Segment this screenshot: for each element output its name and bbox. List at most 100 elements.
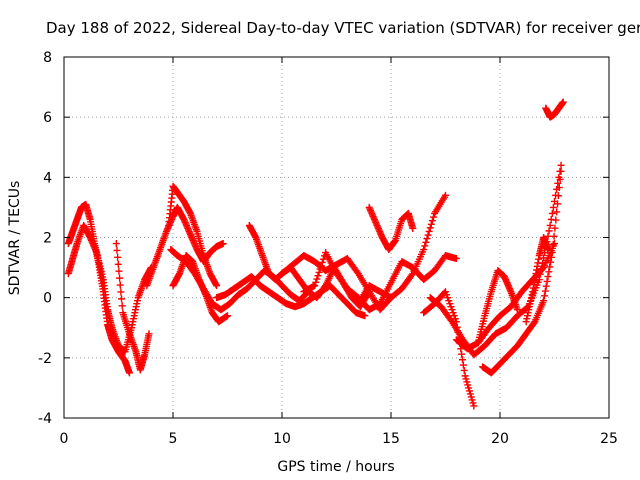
x-tick-label: 0 bbox=[60, 431, 69, 447]
y-tick-label: -4 bbox=[38, 411, 52, 427]
series-trace-05 bbox=[165, 182, 221, 290]
data-point-marker bbox=[540, 292, 548, 300]
chart-title: Day 188 of 2022, Sidereal Day-to-day VTE… bbox=[46, 19, 640, 37]
data-point-marker bbox=[118, 302, 126, 310]
data-point-marker bbox=[544, 273, 552, 281]
data-point-marker bbox=[544, 246, 552, 254]
data-point-marker bbox=[361, 312, 369, 320]
series-trace-18 bbox=[479, 167, 565, 377]
data-point-marker bbox=[313, 275, 321, 283]
data-point-marker bbox=[539, 265, 547, 273]
data-point-marker bbox=[430, 213, 438, 221]
x-tick-label: 10 bbox=[273, 431, 291, 447]
y-tick-label: 6 bbox=[43, 110, 52, 126]
data-point-marker bbox=[114, 260, 122, 268]
data-point-marker bbox=[546, 221, 554, 229]
data-point-marker bbox=[311, 282, 319, 290]
series-trace-12 bbox=[365, 203, 417, 254]
data-point-marker bbox=[547, 258, 555, 266]
data-point-marker bbox=[408, 271, 416, 279]
grid-lines bbox=[64, 57, 609, 418]
x-tick-label: 25 bbox=[600, 431, 618, 447]
data-point-marker bbox=[224, 312, 231, 320]
series-trace-13 bbox=[354, 191, 449, 308]
data-point-marker bbox=[112, 240, 120, 248]
data-point-marker bbox=[460, 366, 468, 374]
data-point-marker bbox=[553, 208, 561, 216]
data-point-marker bbox=[312, 278, 320, 286]
data-point-marker bbox=[535, 276, 543, 284]
axis-ticks bbox=[63, 56, 610, 419]
data-point-marker bbox=[314, 272, 322, 280]
data-point-marker bbox=[459, 361, 467, 369]
data-point-marker bbox=[425, 227, 433, 235]
series-trace-20 bbox=[542, 98, 567, 121]
data-point-marker bbox=[541, 287, 549, 295]
data-point-marker bbox=[422, 238, 430, 246]
series-trace-03 bbox=[112, 240, 153, 374]
data-point-marker bbox=[542, 282, 550, 290]
data-point-marker bbox=[543, 277, 551, 285]
data-point-marker bbox=[145, 330, 153, 338]
tick-labels: 0 5 10 15 20 25 -4 -2 0 2 4 6 8 bbox=[38, 50, 618, 447]
data-point-marker bbox=[554, 200, 562, 208]
data-point-marker bbox=[552, 216, 560, 224]
data-markers bbox=[64, 98, 567, 410]
data-point-marker bbox=[409, 224, 417, 232]
data-point-marker bbox=[556, 175, 564, 183]
data-point-marker bbox=[423, 235, 431, 243]
data-point-marker bbox=[551, 224, 559, 232]
data-point-marker bbox=[550, 232, 558, 240]
data-point-marker bbox=[545, 227, 553, 235]
data-point-marker bbox=[219, 240, 227, 248]
data-point-marker bbox=[442, 191, 449, 199]
data-point-marker bbox=[458, 350, 466, 358]
data-point-marker bbox=[547, 253, 555, 261]
y-tick-label: 0 bbox=[43, 291, 52, 307]
data-point-marker bbox=[554, 192, 562, 200]
data-point-marker bbox=[427, 220, 435, 228]
data-point-marker bbox=[420, 246, 428, 254]
y-tick-label: 8 bbox=[43, 50, 52, 66]
series-trace-19 bbox=[522, 234, 552, 326]
data-point-marker bbox=[559, 98, 567, 106]
data-point-marker bbox=[513, 306, 521, 314]
data-point-marker bbox=[213, 282, 221, 290]
data-point-marker bbox=[555, 184, 563, 192]
data-point-marker bbox=[452, 255, 460, 263]
data-point-marker bbox=[470, 402, 478, 410]
data-point-marker bbox=[546, 263, 554, 271]
data-point-marker bbox=[113, 246, 121, 254]
series-trace-17 bbox=[474, 267, 521, 347]
y-tick-label: 2 bbox=[43, 231, 52, 247]
data-point-marker bbox=[544, 232, 552, 240]
y-tick-label: -2 bbox=[38, 351, 52, 367]
data-point-marker bbox=[554, 179, 562, 187]
data-point-marker bbox=[557, 161, 565, 169]
data-point-marker bbox=[548, 249, 556, 257]
data-point-marker bbox=[545, 268, 553, 276]
data-point-marker bbox=[549, 203, 557, 211]
data-point-marker bbox=[426, 224, 434, 232]
y-tick-label: 4 bbox=[43, 170, 52, 186]
data-point-marker bbox=[424, 231, 432, 239]
x-tick-label: 15 bbox=[382, 431, 400, 447]
data-point-marker bbox=[116, 274, 124, 282]
data-point-marker bbox=[115, 267, 123, 275]
data-point-marker bbox=[459, 356, 467, 364]
data-point-marker bbox=[117, 288, 125, 296]
data-point-marker bbox=[551, 240, 558, 248]
data-point-marker bbox=[316, 265, 324, 273]
data-point-marker bbox=[540, 297, 548, 305]
data-point-marker bbox=[114, 253, 122, 261]
data-point-marker bbox=[548, 209, 556, 217]
data-point-marker bbox=[549, 240, 557, 248]
data-point-marker bbox=[428, 217, 436, 225]
data-point-marker bbox=[116, 281, 124, 289]
series-trace-07 bbox=[169, 252, 231, 326]
data-point-marker bbox=[317, 262, 325, 270]
data-point-marker bbox=[421, 242, 429, 250]
x-tick-label: 5 bbox=[169, 431, 178, 447]
data-point-marker bbox=[557, 167, 565, 175]
